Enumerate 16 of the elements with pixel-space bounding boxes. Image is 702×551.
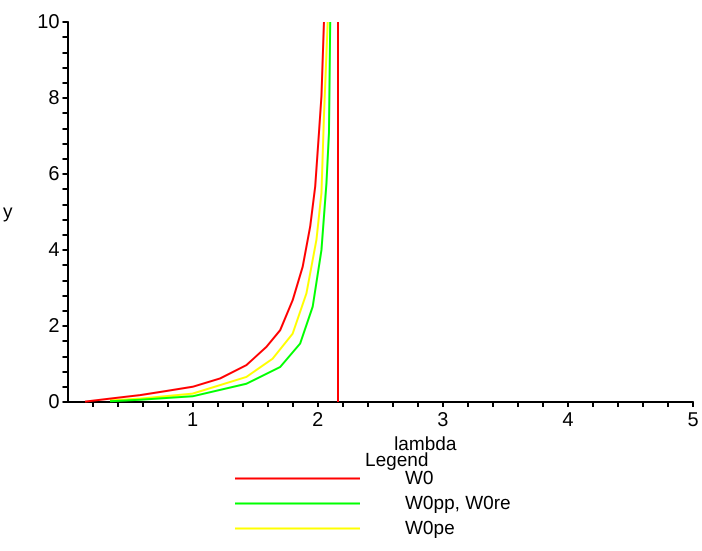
x-tick-label: 4: [562, 409, 574, 431]
text: W0pp, W0re: [405, 493, 511, 514]
text: W0: [405, 468, 434, 489]
text: W0pe: [405, 518, 455, 539]
y-tick-label: 8: [48, 87, 60, 109]
y-axis-title: y: [3, 202, 13, 222]
y-tick-label: 4: [48, 239, 60, 261]
y-tick-label: 2: [48, 315, 60, 337]
x-tick-label: 5: [687, 409, 699, 431]
y-tick-label: 0: [48, 391, 60, 413]
x-tick-label: 1: [187, 409, 198, 431]
x-tick-label: 3: [437, 409, 448, 431]
legend-title: Legend: [365, 450, 428, 471]
x-tick-label: 2: [312, 409, 324, 431]
y-tick-label: 10: [37, 11, 60, 33]
y-tick-label: 6: [48, 163, 60, 185]
